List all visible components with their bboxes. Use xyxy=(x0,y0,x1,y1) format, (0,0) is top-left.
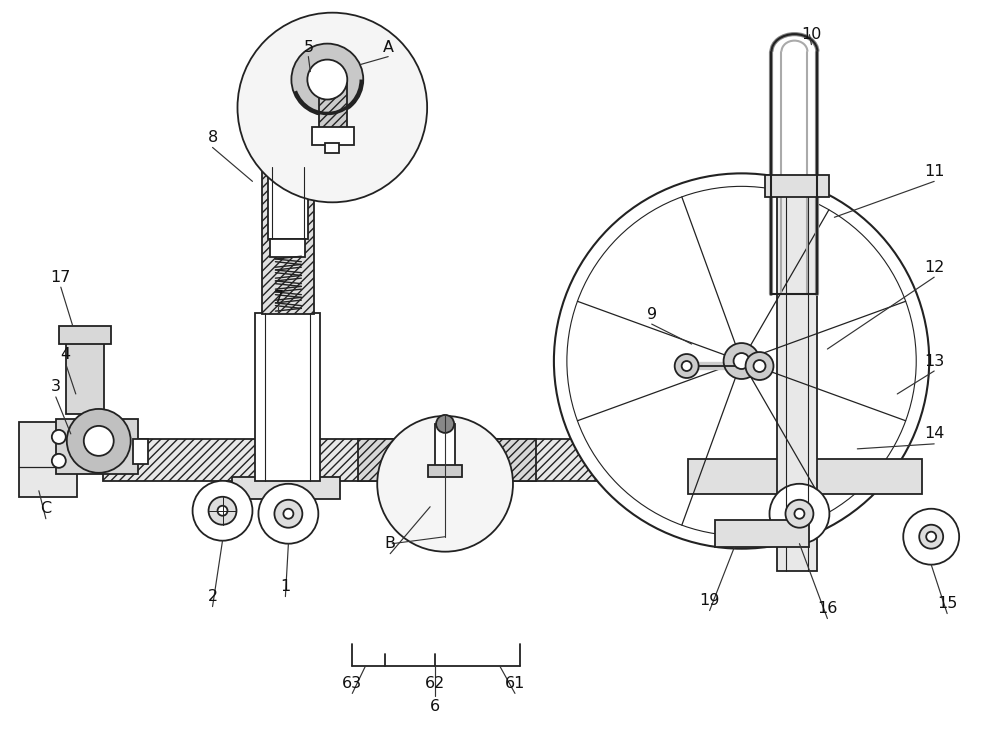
Circle shape xyxy=(377,416,513,552)
Text: B: B xyxy=(385,536,396,551)
Bar xyxy=(325,143,339,154)
Bar xyxy=(270,239,305,257)
Text: 62: 62 xyxy=(425,676,445,691)
Text: A: A xyxy=(383,40,394,55)
Circle shape xyxy=(307,60,347,100)
Circle shape xyxy=(193,481,252,541)
Bar xyxy=(312,127,354,145)
Circle shape xyxy=(84,426,114,456)
Text: 11: 11 xyxy=(924,164,944,179)
Circle shape xyxy=(52,454,66,468)
Text: 8: 8 xyxy=(207,130,218,145)
Bar xyxy=(232,477,340,499)
Text: 16: 16 xyxy=(817,601,838,616)
Circle shape xyxy=(919,525,943,549)
Bar xyxy=(715,520,809,547)
Text: 6: 6 xyxy=(430,699,440,714)
Text: 14: 14 xyxy=(924,426,944,441)
Circle shape xyxy=(926,532,936,542)
Circle shape xyxy=(785,500,813,528)
Bar xyxy=(59,326,111,344)
Circle shape xyxy=(754,360,766,372)
Bar xyxy=(428,465,462,477)
Circle shape xyxy=(567,187,916,536)
Text: 9: 9 xyxy=(647,306,657,321)
Text: 12: 12 xyxy=(924,260,944,275)
Text: 10: 10 xyxy=(801,27,822,42)
Circle shape xyxy=(675,354,699,378)
Bar xyxy=(255,313,320,481)
Text: 61: 61 xyxy=(505,676,525,691)
Circle shape xyxy=(734,353,750,369)
Text: 5: 5 xyxy=(303,40,313,55)
Text: 15: 15 xyxy=(937,596,957,611)
Text: C: C xyxy=(40,501,51,516)
Bar xyxy=(262,160,314,314)
Bar xyxy=(103,439,816,481)
Text: 63: 63 xyxy=(342,676,362,691)
Text: 1: 1 xyxy=(280,579,291,594)
Circle shape xyxy=(237,13,427,202)
Circle shape xyxy=(258,484,318,544)
Circle shape xyxy=(67,409,131,473)
Circle shape xyxy=(209,497,236,525)
Bar xyxy=(435,424,455,469)
Circle shape xyxy=(903,509,959,565)
Circle shape xyxy=(436,415,454,433)
Text: 19: 19 xyxy=(699,593,720,608)
Bar xyxy=(319,78,347,130)
Bar xyxy=(19,422,77,497)
Text: 13: 13 xyxy=(924,354,944,369)
Circle shape xyxy=(218,506,228,516)
Text: 7: 7 xyxy=(273,290,283,305)
Bar xyxy=(777,187,817,571)
Text: 2: 2 xyxy=(207,589,218,604)
Text: 17: 17 xyxy=(51,270,71,285)
Circle shape xyxy=(724,343,760,379)
Bar xyxy=(765,175,829,197)
Bar xyxy=(268,167,308,239)
Circle shape xyxy=(291,43,363,115)
Circle shape xyxy=(769,484,829,544)
Bar xyxy=(688,459,922,494)
Circle shape xyxy=(283,509,293,519)
Circle shape xyxy=(682,361,692,371)
Bar xyxy=(358,439,536,481)
Circle shape xyxy=(52,430,66,444)
Text: 4: 4 xyxy=(61,347,71,362)
Circle shape xyxy=(274,500,302,528)
Bar xyxy=(66,342,104,414)
Bar xyxy=(133,439,148,464)
Circle shape xyxy=(794,509,804,519)
Circle shape xyxy=(746,352,773,380)
Circle shape xyxy=(554,173,929,549)
Text: 3: 3 xyxy=(51,380,61,395)
Bar xyxy=(56,419,138,474)
